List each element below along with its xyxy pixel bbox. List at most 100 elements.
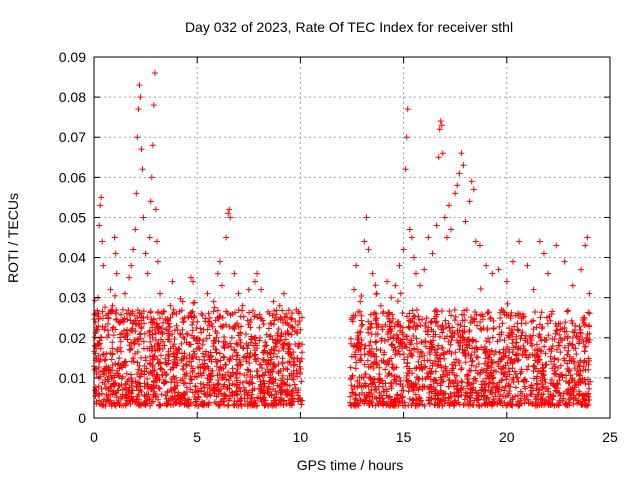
data-point xyxy=(462,353,469,360)
data-point xyxy=(169,278,176,285)
data-point xyxy=(385,309,392,316)
data-point xyxy=(557,335,564,342)
data-point xyxy=(417,397,424,404)
data-point xyxy=(406,310,413,317)
data-point xyxy=(511,323,518,330)
data-point xyxy=(490,324,497,331)
data-point xyxy=(136,82,143,89)
data-point xyxy=(284,341,291,348)
data-point xyxy=(375,321,382,328)
data-point xyxy=(432,331,439,338)
data-point xyxy=(586,396,593,403)
data-point xyxy=(454,182,461,189)
data-point xyxy=(364,357,371,364)
data-point xyxy=(286,358,293,365)
data-point xyxy=(199,401,206,408)
data-point xyxy=(260,321,267,328)
data-point xyxy=(447,399,454,406)
data-point xyxy=(575,371,582,378)
data-point xyxy=(437,118,444,125)
data-point xyxy=(205,310,212,317)
data-point xyxy=(245,321,252,328)
data-point xyxy=(485,398,492,405)
data-point xyxy=(268,392,275,399)
data-point xyxy=(561,344,568,351)
data-point xyxy=(362,382,369,389)
data-point xyxy=(108,402,115,409)
data-point xyxy=(189,368,196,375)
data-point xyxy=(349,314,355,321)
data-point xyxy=(258,286,265,293)
data-point xyxy=(134,349,141,356)
data-point xyxy=(107,286,114,293)
data-point xyxy=(393,392,400,399)
data-point xyxy=(96,222,103,229)
data-point xyxy=(98,194,105,201)
data-point xyxy=(193,373,200,380)
data-point xyxy=(425,324,432,331)
data-point xyxy=(246,380,253,387)
data-point xyxy=(574,333,581,340)
data-point xyxy=(185,313,192,319)
data-point xyxy=(411,313,418,320)
data-point xyxy=(409,307,416,314)
data-point xyxy=(480,392,487,399)
data-point xyxy=(396,374,403,381)
data-point xyxy=(533,324,540,331)
data-point xyxy=(155,396,162,403)
data-point xyxy=(130,355,137,362)
data-point xyxy=(264,366,271,373)
data-point xyxy=(569,334,576,341)
data-point xyxy=(547,353,554,360)
data-point xyxy=(434,346,441,353)
data-point xyxy=(347,364,354,371)
data-point xyxy=(361,400,368,407)
data-point xyxy=(251,385,258,392)
data-point xyxy=(498,377,505,384)
x-tick-label: 15 xyxy=(396,429,412,445)
data-point xyxy=(183,355,190,362)
data-point xyxy=(187,375,194,382)
data-point xyxy=(223,308,230,315)
data-points xyxy=(92,70,593,373)
data-point xyxy=(490,317,497,324)
data-point xyxy=(405,402,412,409)
data-point xyxy=(402,402,409,409)
data-point xyxy=(378,323,385,330)
data-point xyxy=(419,316,426,323)
data-point xyxy=(538,325,545,332)
data-point xyxy=(114,370,121,377)
data-point xyxy=(571,326,578,333)
data-point xyxy=(536,238,543,245)
data-point xyxy=(573,351,580,358)
data-point xyxy=(203,335,210,342)
data-point xyxy=(516,238,523,245)
data-point xyxy=(294,373,301,380)
data-point xyxy=(196,356,203,363)
data-point xyxy=(518,332,525,339)
data-point xyxy=(188,309,195,316)
data-point xyxy=(217,364,224,371)
data-point xyxy=(133,190,140,197)
data-point xyxy=(379,310,386,317)
data-point xyxy=(494,400,501,407)
data-point xyxy=(155,323,162,330)
data-point xyxy=(137,94,144,101)
data-point xyxy=(151,70,158,77)
data-point xyxy=(113,389,120,396)
data-point xyxy=(229,365,236,372)
data-point xyxy=(527,340,534,347)
data-point xyxy=(234,362,241,369)
data-point xyxy=(366,374,373,381)
data-point xyxy=(174,349,181,356)
data-point xyxy=(137,335,144,342)
data-point xyxy=(532,309,539,316)
data-point xyxy=(124,316,131,323)
data-point xyxy=(260,387,267,394)
data-point xyxy=(201,390,208,397)
data-point xyxy=(280,379,287,386)
data-point xyxy=(298,397,305,404)
data-point xyxy=(416,401,423,408)
data-point xyxy=(273,353,280,360)
data-point xyxy=(212,328,219,335)
